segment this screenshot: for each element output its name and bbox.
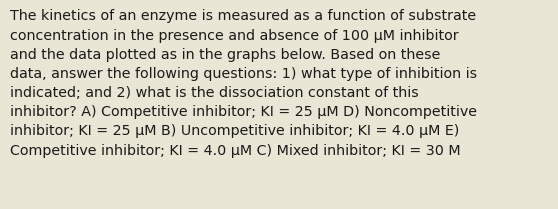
Text: The kinetics of an enzyme is measured as a function of substrate
concentration i: The kinetics of an enzyme is measured as… xyxy=(10,9,477,158)
